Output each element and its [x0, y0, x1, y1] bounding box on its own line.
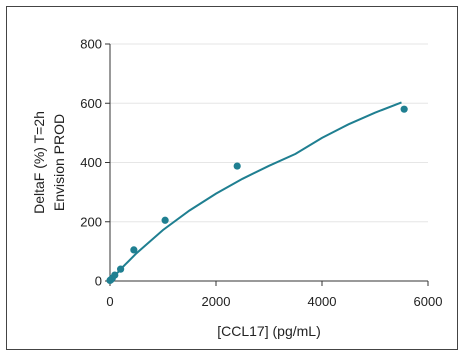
grid-lines — [110, 43, 428, 223]
y-tick-label-200: 200 — [80, 214, 102, 229]
chart-frame — [6, 6, 458, 350]
data-points — [106, 105, 408, 285]
x-tick-label-0: 0 — [106, 294, 113, 309]
fit-curve — [109, 101, 402, 282]
y-tick-label-0: 0 — [95, 274, 102, 289]
x-axis-title: [CCL17] (pg/mL) — [217, 323, 320, 339]
y-axis-title-line-2: Envision PROD — [51, 114, 67, 211]
x-tick-label-2000: 2000 — [202, 294, 231, 309]
data-point-7 — [233, 162, 241, 170]
data-point-3 — [111, 271, 119, 279]
y-tick-label-800: 800 — [80, 37, 102, 52]
y-axis-title-line-1: DeltaF (%) T=2h — [31, 111, 47, 214]
x-tick-label-4000: 4000 — [308, 294, 337, 309]
data-point-5 — [130, 246, 138, 254]
tick-labels: 0 200 400 600 800 0 2000 4000 6000 — [80, 37, 442, 310]
y-tick-label-600: 600 — [80, 96, 102, 111]
data-point-8 — [400, 105, 408, 113]
y-tick-label-400: 400 — [80, 155, 102, 170]
data-point-6 — [161, 216, 169, 224]
data-point-4 — [117, 265, 125, 273]
x-tick-label-6000: 6000 — [414, 294, 443, 309]
axes — [105, 43, 429, 286]
